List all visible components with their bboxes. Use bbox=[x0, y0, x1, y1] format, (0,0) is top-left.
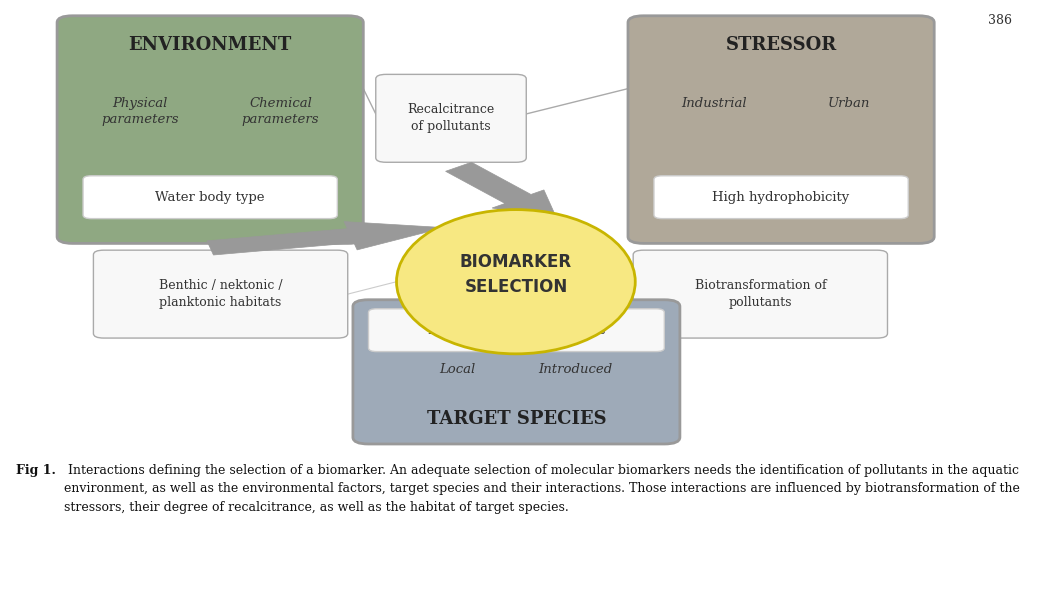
Text: Introduced: Introduced bbox=[538, 363, 612, 376]
Text: BIOMARKER
SELECTION: BIOMARKER SELECTION bbox=[460, 254, 572, 296]
Text: Industrial: Industrial bbox=[681, 97, 746, 110]
Text: Benthic / nektonic /
planktonic habitats: Benthic / nektonic / planktonic habitats bbox=[159, 279, 282, 309]
FancyBboxPatch shape bbox=[83, 175, 337, 219]
FancyBboxPatch shape bbox=[57, 16, 363, 243]
FancyBboxPatch shape bbox=[628, 16, 934, 243]
Text: STRESSOR: STRESSOR bbox=[726, 36, 837, 54]
FancyBboxPatch shape bbox=[368, 309, 664, 352]
FancyBboxPatch shape bbox=[654, 175, 908, 219]
FancyBboxPatch shape bbox=[93, 250, 348, 338]
Ellipse shape bbox=[397, 210, 635, 354]
Text: Water body type: Water body type bbox=[156, 191, 265, 204]
Text: Physical
parameters: Physical parameters bbox=[101, 97, 179, 126]
Polygon shape bbox=[445, 162, 557, 221]
Text: 386: 386 bbox=[988, 14, 1012, 26]
Text: Fig 1.: Fig 1. bbox=[16, 464, 55, 477]
Text: TARGET SPECIES: TARGET SPECIES bbox=[427, 410, 606, 428]
Polygon shape bbox=[207, 222, 444, 255]
Text: Urban: Urban bbox=[827, 97, 870, 110]
Text: High hydrophobicity: High hydrophobicity bbox=[712, 191, 850, 204]
Text: Chemical
parameters: Chemical parameters bbox=[242, 97, 320, 126]
Text: Detection in specific tissues: Detection in specific tissues bbox=[428, 324, 605, 337]
Text: Biotransformation of
pollutants: Biotransformation of pollutants bbox=[694, 279, 826, 309]
Text: Local: Local bbox=[439, 363, 475, 376]
FancyBboxPatch shape bbox=[353, 300, 680, 444]
Text: Interactions defining the selection of a biomarker. An adequate selection of mol: Interactions defining the selection of a… bbox=[64, 464, 1020, 514]
FancyBboxPatch shape bbox=[633, 250, 887, 338]
Polygon shape bbox=[483, 295, 549, 354]
FancyBboxPatch shape bbox=[376, 75, 526, 162]
Text: ENVIRONMENT: ENVIRONMENT bbox=[129, 36, 292, 54]
Text: Recalcitrance
of pollutants: Recalcitrance of pollutants bbox=[407, 103, 495, 133]
